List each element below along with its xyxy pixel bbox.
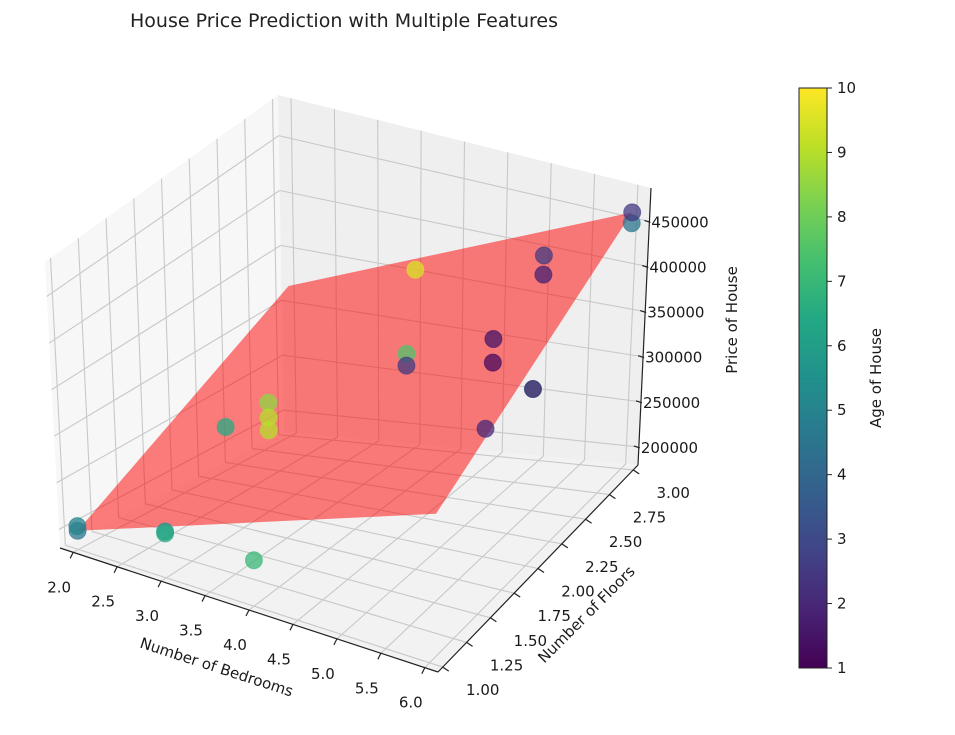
data-point bbox=[216, 418, 235, 437]
y-tick-label: 3.00 bbox=[657, 484, 690, 502]
x-tick-label: 2.5 bbox=[91, 593, 115, 611]
data-point bbox=[523, 380, 542, 399]
x-tick-label: 4.5 bbox=[267, 650, 291, 668]
z-tick-label: 300000 bbox=[645, 349, 702, 367]
chart-title: House Price Prediction with Multiple Fea… bbox=[130, 10, 558, 32]
x-tick-label: 5.5 bbox=[355, 679, 379, 697]
data-point bbox=[259, 421, 278, 440]
colorbar-label: Age of House bbox=[867, 328, 885, 428]
x-tick-label: 4.0 bbox=[223, 636, 247, 654]
axis-lines bbox=[59, 187, 652, 674]
colorbar-tick-label: 2 bbox=[837, 595, 847, 613]
colorbar-tick-label: 9 bbox=[837, 143, 847, 161]
x-tick-label: 6.0 bbox=[399, 694, 423, 712]
data-point bbox=[623, 203, 642, 222]
x-tick-label: 5.0 bbox=[311, 665, 335, 683]
data-point bbox=[476, 419, 495, 438]
data-point bbox=[156, 524, 175, 543]
z-tick-label: 250000 bbox=[643, 394, 700, 412]
colorbar: 1 2 3 4 5 6 7 8 9 10 Age of House bbox=[798, 79, 885, 677]
z-tick-label: 400000 bbox=[649, 258, 706, 276]
plane-surface bbox=[77, 212, 633, 531]
colorbar-gradient bbox=[798, 87, 828, 669]
colorbar-tick-label: 10 bbox=[837, 79, 856, 97]
data-point bbox=[483, 353, 502, 372]
x-tick-label: 2.0 bbox=[47, 578, 71, 596]
z-tick-label: 200000 bbox=[641, 439, 698, 457]
y-tick-label: 2.75 bbox=[633, 509, 666, 527]
scatter-points bbox=[68, 203, 642, 570]
colorbar-tick-label: 1 bbox=[837, 659, 847, 677]
colorbar-tick-label: 6 bbox=[837, 337, 847, 355]
x-tick-label: 3.5 bbox=[179, 622, 203, 640]
colorbar-tick-label: 4 bbox=[837, 466, 847, 484]
data-point bbox=[534, 265, 553, 284]
y-tick-label: 2.25 bbox=[585, 558, 618, 576]
data-point bbox=[484, 330, 503, 349]
colorbar-tick-label: 7 bbox=[837, 272, 847, 290]
z-axis-label: Price of House bbox=[723, 266, 741, 374]
z-tick-label: 450000 bbox=[651, 213, 708, 231]
y-tick-label: 1.75 bbox=[537, 607, 570, 625]
y-tick-label: 2.50 bbox=[609, 533, 642, 551]
y-tick-label: 2.00 bbox=[561, 583, 594, 601]
data-point bbox=[406, 260, 425, 279]
data-point bbox=[244, 551, 263, 570]
z-tick-label: 350000 bbox=[647, 304, 704, 322]
data-point bbox=[397, 356, 416, 375]
y-tick-label: 1.00 bbox=[466, 681, 499, 699]
x-tick-label: 3.0 bbox=[135, 607, 159, 625]
y-tick-label: 1.25 bbox=[490, 656, 523, 674]
colorbar-tick-label: 3 bbox=[837, 530, 847, 548]
data-point bbox=[68, 517, 87, 536]
colorbar-tick-label: 5 bbox=[837, 401, 847, 419]
y-tick-label: 1.50 bbox=[514, 632, 547, 650]
data-point bbox=[534, 246, 553, 265]
regression-plane bbox=[77, 212, 633, 531]
colorbar-tick-label: 8 bbox=[837, 208, 847, 226]
